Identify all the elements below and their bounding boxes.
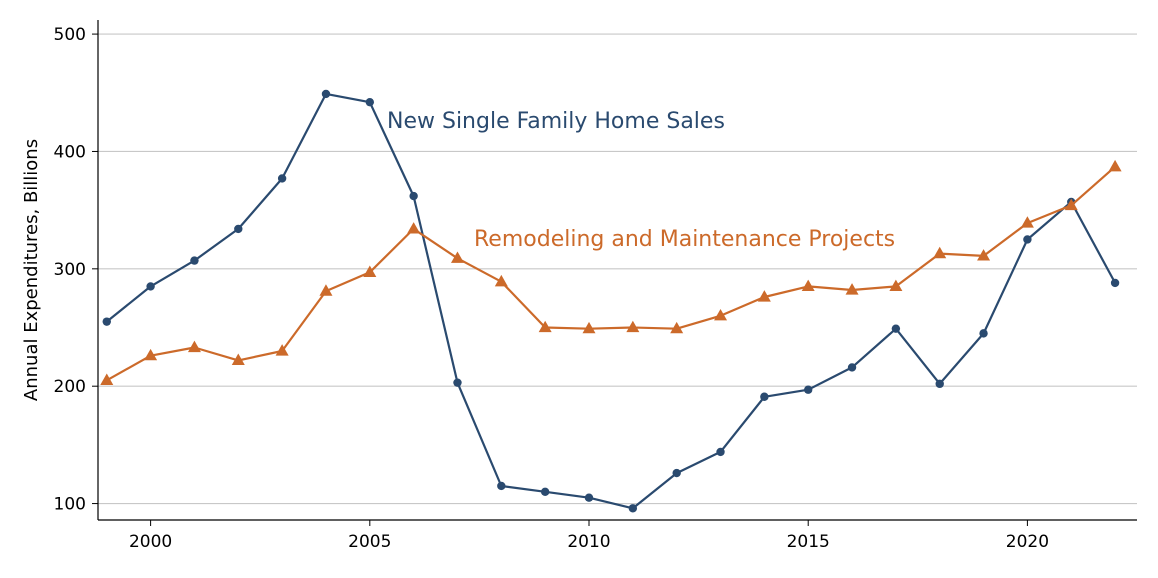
data-point [277, 174, 287, 183]
data-point [275, 344, 289, 356]
tick-labels: 100 200 300 400 500 2000 2005 2010 2015 2020 [54, 25, 1049, 552]
data-point [319, 284, 333, 296]
data-point [845, 283, 859, 295]
y-tick-label: 200 [54, 377, 86, 397]
data-point [889, 279, 903, 292]
data-point [450, 251, 464, 263]
data-point [102, 317, 111, 326]
data-point [453, 378, 462, 387]
data-point [935, 379, 944, 389]
y-tick-label: 500 [54, 25, 86, 45]
y-axis-title: Annual Expenditures, Billions [21, 139, 42, 401]
data-point [757, 290, 771, 302]
data-point [1023, 235, 1032, 244]
data-point [1064, 198, 1078, 211]
series-home-sales [102, 89, 1120, 513]
x-tick-label: 2000 [129, 532, 172, 552]
series-label-remodeling: Remodeling and Maintenance Projects [474, 227, 895, 252]
data-point [146, 282, 155, 291]
gridlines [98, 33, 1137, 505]
data-point [190, 256, 199, 265]
x-tick-label: 2005 [348, 532, 391, 552]
data-point [365, 97, 375, 107]
y-tick-label: 400 [54, 142, 86, 162]
data-point [804, 385, 813, 394]
data-point [801, 279, 815, 292]
y-tick-label: 300 [54, 260, 86, 280]
data-point [144, 348, 158, 361]
data-point [584, 493, 594, 502]
data-point [540, 487, 550, 497]
data-point [538, 320, 552, 333]
y-tick-label: 100 [54, 495, 86, 515]
series-line [106, 165, 1116, 382]
data-point [672, 468, 681, 478]
x-tick-label: 2020 [1006, 532, 1049, 552]
data-point [494, 274, 508, 287]
data-point [100, 373, 114, 385]
data-point [582, 321, 596, 334]
data-point [847, 363, 857, 372]
data-point [1108, 159, 1122, 172]
x-tick-label: 2010 [567, 532, 610, 552]
data-point [977, 249, 991, 261]
data-point [716, 447, 725, 457]
data-point [187, 340, 201, 353]
axes [92, 20, 1137, 526]
data-point [231, 353, 245, 365]
series-remodeling [100, 159, 1122, 385]
data-point [979, 329, 988, 338]
data-point [714, 308, 728, 321]
data-point [1020, 216, 1034, 228]
data-point [891, 324, 901, 333]
data-point [409, 191, 418, 201]
data-point [760, 392, 769, 401]
data-point [670, 321, 684, 334]
series-line [106, 92, 1117, 510]
data-point [407, 222, 421, 234]
data-point [628, 504, 638, 513]
x-tick-label: 2015 [787, 532, 830, 552]
data-point [933, 246, 947, 259]
data-point [321, 89, 331, 99]
series-label-home-sales: New Single Family Home Sales [387, 109, 725, 134]
data-point [234, 224, 243, 234]
data-point [363, 265, 377, 277]
data-series [100, 89, 1122, 513]
data-point [497, 481, 506, 491]
data-point [1110, 278, 1120, 288]
data-point [626, 320, 640, 333]
